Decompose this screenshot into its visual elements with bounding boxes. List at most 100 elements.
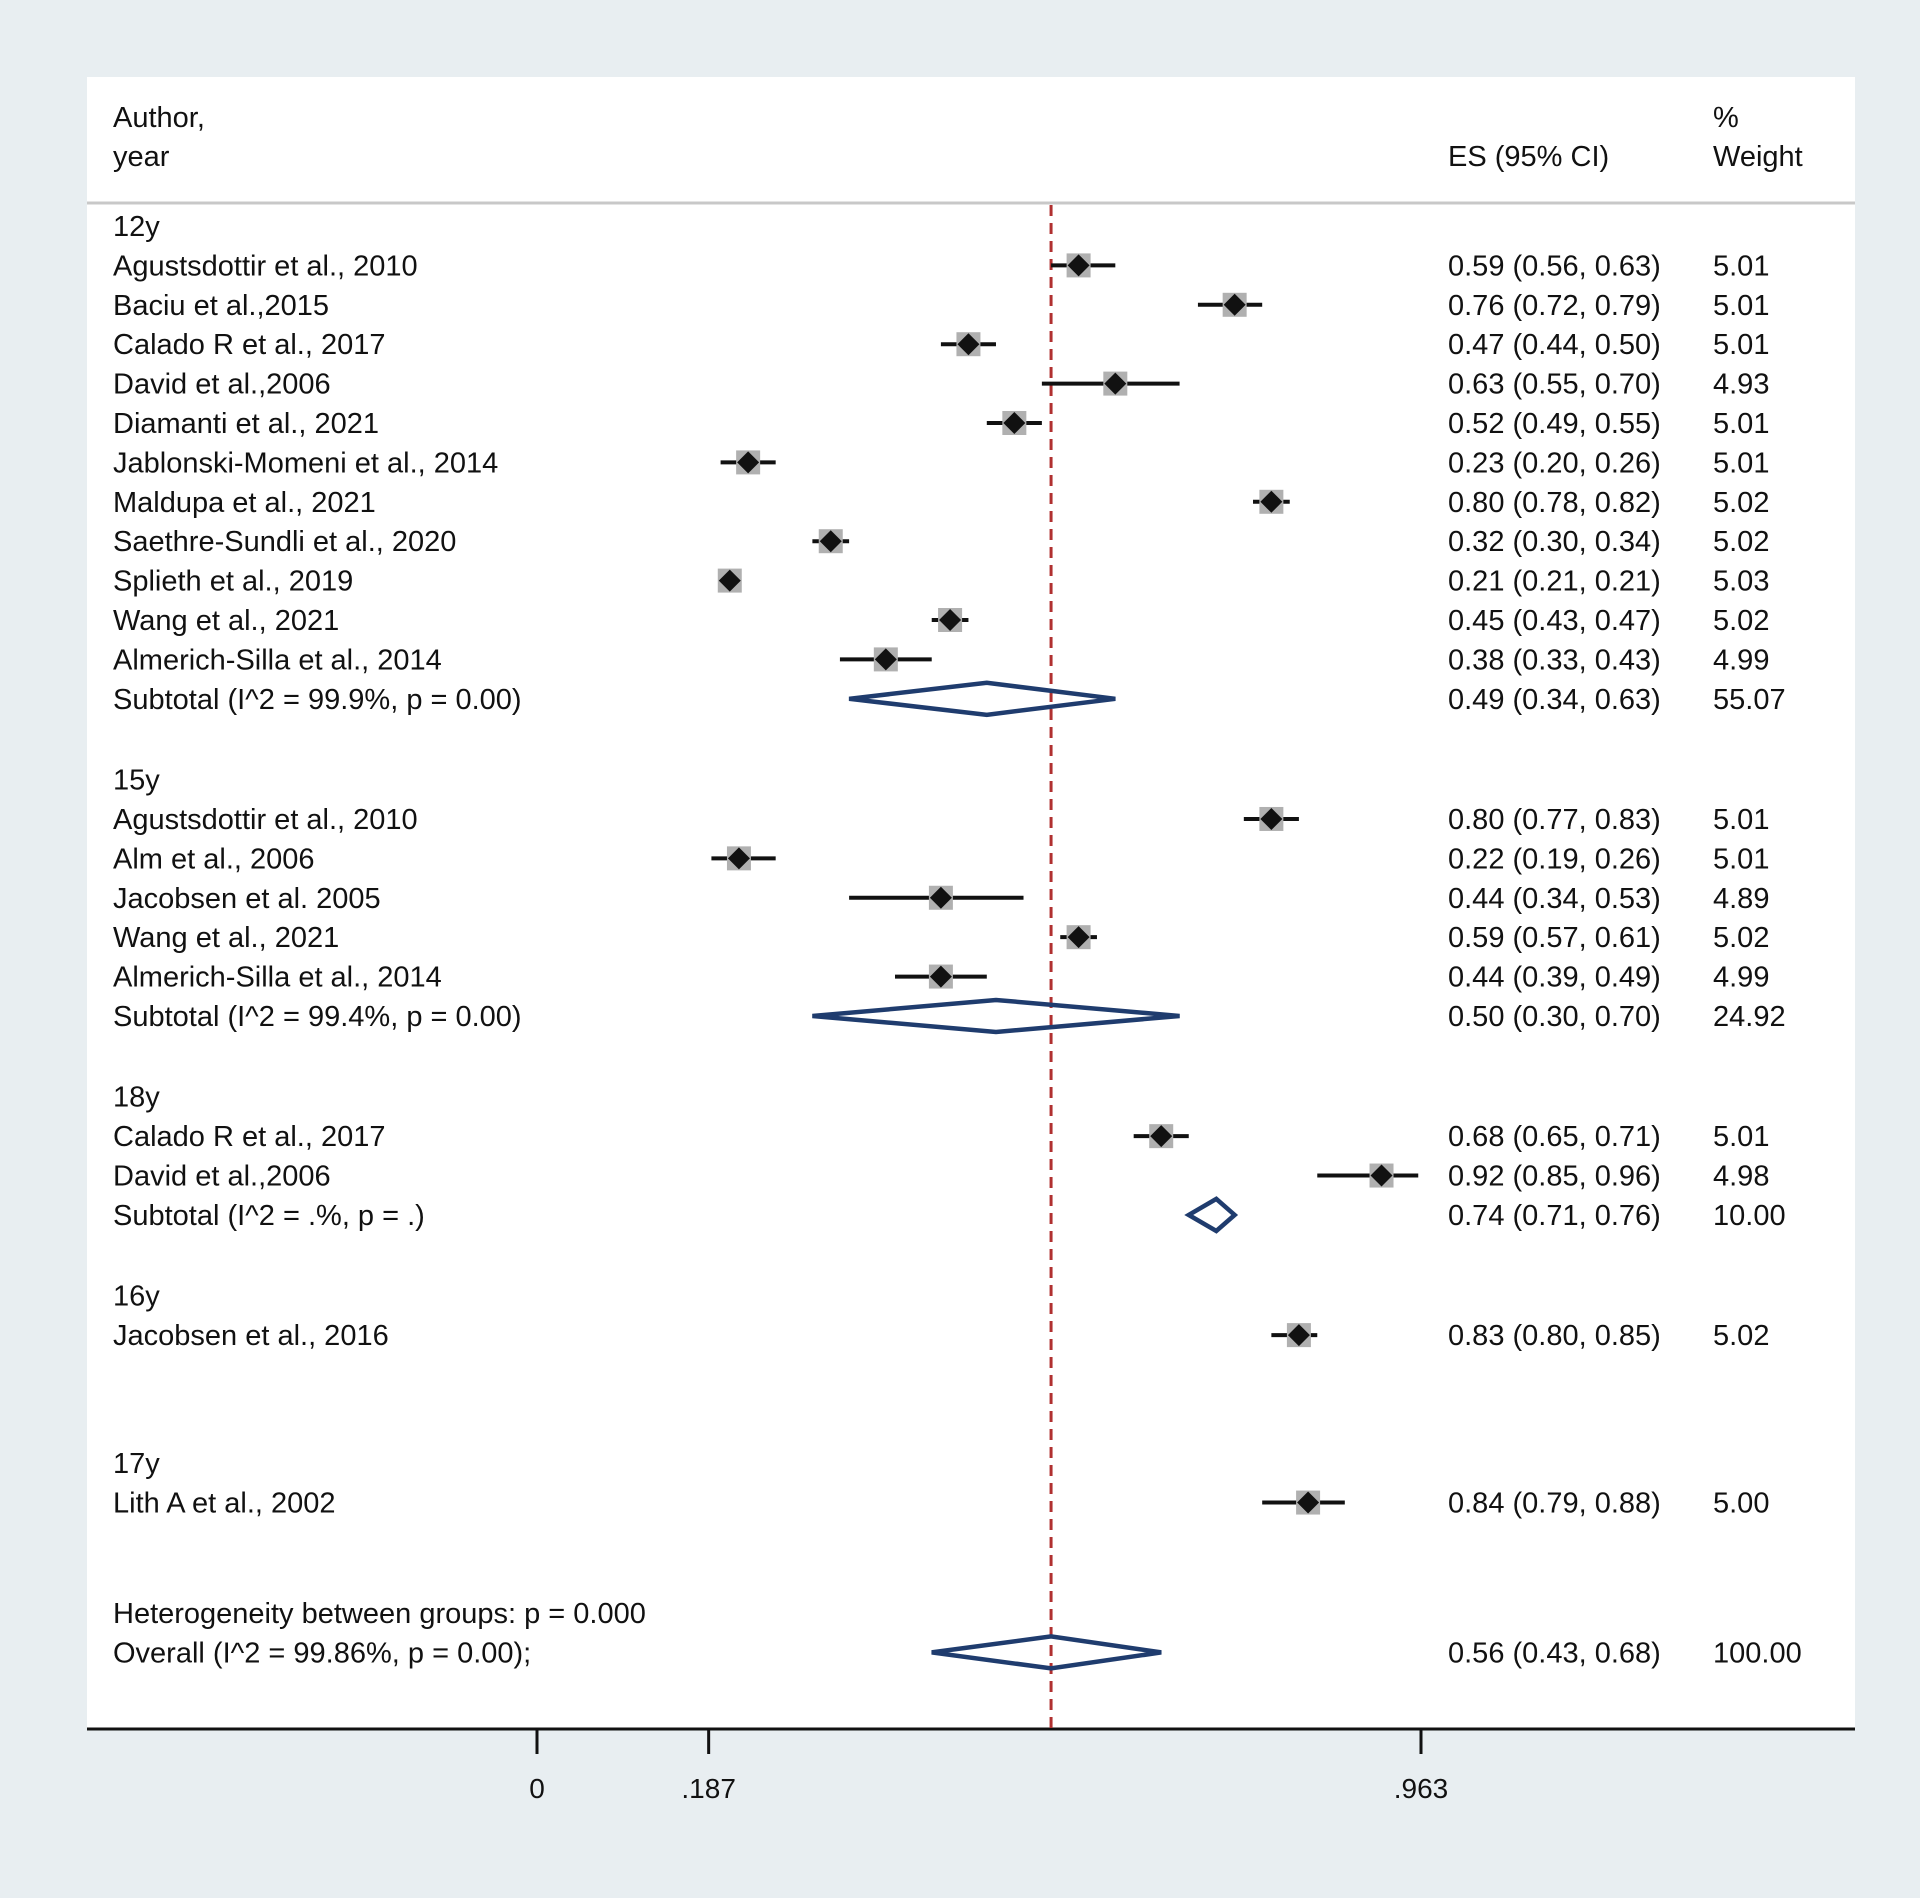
subtotal-label: Subtotal (I^2 = 99.9%, p = 0.00)	[113, 684, 522, 716]
point-estimate-marker	[929, 886, 952, 909]
point-estimate-marker	[939, 609, 962, 631]
study-es-text: 0.80 (0.77, 0.83)	[1448, 804, 1661, 836]
group-label: 12y	[113, 211, 160, 243]
subtotal-weight: 24.92	[1713, 1001, 1786, 1033]
point-estimate-marker	[1260, 490, 1283, 513]
header-study-line2: year	[113, 141, 170, 173]
study-name: Calado R et al., 2017	[113, 329, 385, 361]
point-estimate-marker	[1260, 807, 1283, 830]
study-row: Lith A et al., 2002 0.84 (0.79, 0.88) 5.00	[113, 1488, 1769, 1520]
study-row: Baciu et al.,2015 0.76 (0.72, 0.79) 5.01	[113, 290, 1769, 322]
overall-row: Overall (I^2 = 99.86%, p = 0.00); 0.56 (0…	[113, 1634, 1802, 1671]
point-estimate-marker	[718, 569, 741, 592]
study-name: David et al.,2006	[113, 1161, 331, 1193]
subtotal-row: Subtotal (I^2 = .%, p = .) 0.74 (0.71, 0.…	[113, 1196, 1786, 1234]
study-weight: 5.01	[1713, 329, 1769, 361]
study-weight: 4.99	[1713, 962, 1769, 994]
study-weight: 5.02	[1713, 487, 1769, 519]
study-weight: 5.00	[1713, 1488, 1769, 1520]
study-es-text: 0.52 (0.49, 0.55)	[1448, 408, 1661, 440]
point-estimate-marker	[727, 847, 750, 870]
study-row: Saethre-Sundli et al., 2020 0.32 (0.30, 0…	[113, 526, 1769, 558]
group-15y: 15y Agustsdottir et al., 2010 0.80 (0.77, …	[113, 765, 1786, 1035]
study-row: Calado R et al., 2017 0.68 (0.65, 0.71) 5.…	[113, 1121, 1769, 1153]
study-row: Wang et al., 2021 0.59 (0.57, 0.61) 5.02	[113, 922, 1769, 954]
study-es-text: 0.45 (0.43, 0.47)	[1448, 605, 1661, 637]
header-weight-line1: %	[1713, 102, 1739, 134]
point-estimate-marker	[737, 451, 760, 474]
study-weight: 4.98	[1713, 1161, 1769, 1193]
study-es-text: 0.68 (0.65, 0.71)	[1448, 1121, 1661, 1153]
summary-diamond	[812, 997, 1180, 1035]
study-row: Jacobsen et al., 2016 0.83 (0.80, 0.85) 5.…	[113, 1320, 1769, 1352]
x-tick-label: .963	[1394, 1773, 1449, 1804]
point-estimate-marker	[957, 333, 980, 356]
study-row: Agustsdottir et al., 2010 0.59 (0.56, 0.6…	[113, 250, 1769, 282]
group-18y: 18y Calado R et al., 2017 0.68 (0.65, 0.71…	[113, 1082, 1786, 1234]
study-name: Saethre-Sundli et al., 2020	[113, 526, 456, 558]
subtotal-es-text: 0.50 (0.30, 0.70)	[1448, 1001, 1661, 1033]
study-weight: 4.93	[1713, 369, 1769, 401]
study-es-text: 0.59 (0.57, 0.61)	[1448, 922, 1661, 954]
study-row: Agustsdottir et al., 2010 0.80 (0.77, 0.8…	[113, 804, 1769, 836]
study-weight: 4.89	[1713, 883, 1769, 915]
group-17y: 17y Lith A et al., 2002 0.84 (0.79, 0.88) 5…	[113, 1448, 1769, 1519]
study-es-text: 0.22 (0.19, 0.26)	[1448, 843, 1661, 875]
study-es-text: 0.21 (0.21, 0.21)	[1448, 566, 1661, 598]
study-weight: 5.01	[1713, 843, 1769, 875]
group-label: 16y	[113, 1281, 160, 1313]
point-estimate-marker	[1297, 1491, 1320, 1514]
study-name: Agustsdottir et al., 2010	[113, 804, 418, 836]
study-es-text: 0.83 (0.80, 0.85)	[1448, 1320, 1661, 1352]
study-name: Alm et al., 2006	[113, 843, 315, 875]
point-estimate-marker	[929, 965, 952, 988]
point-estimate-marker	[874, 648, 897, 671]
study-row: Almerich-Silla et al., 2014 0.44 (0.39, 0…	[113, 962, 1769, 994]
study-name: Almerich-Silla et al., 2014	[113, 644, 442, 676]
x-tick-label: 0	[529, 1773, 545, 1804]
study-es-text: 0.38 (0.33, 0.43)	[1448, 644, 1661, 676]
study-es-text: 0.32 (0.30, 0.34)	[1448, 526, 1661, 558]
study-es-text: 0.44 (0.39, 0.49)	[1448, 962, 1661, 994]
study-row: Maldupa et al., 2021 0.80 (0.78, 0.82) 5.0…	[113, 487, 1769, 519]
summary-diamond	[931, 1634, 1162, 1671]
study-row: Jacobsen et al. 2005 0.44 (0.34, 0.53) 4.8…	[113, 883, 1769, 915]
x-tick-label: .187	[681, 1773, 736, 1804]
point-estimate-marker	[1150, 1125, 1173, 1148]
subtotal-es-text: 0.49 (0.34, 0.63)	[1448, 684, 1661, 716]
study-name: Diamanti et al., 2021	[113, 408, 379, 440]
study-weight: 5.02	[1713, 526, 1769, 558]
point-estimate-marker	[1067, 254, 1090, 277]
study-name: Jablonski-Momeni et al., 2014	[113, 447, 498, 479]
group-label: 15y	[113, 765, 160, 797]
study-es-text: 0.47 (0.44, 0.50)	[1448, 329, 1661, 361]
study-name: Calado R et al., 2017	[113, 1121, 385, 1153]
study-row: Jablonski-Momeni et al., 2014 0.23 (0.20,…	[113, 447, 1769, 479]
study-name: Baciu et al.,2015	[113, 290, 329, 322]
study-weight: 5.02	[1713, 605, 1769, 637]
study-row: Wang et al., 2021 0.45 (0.43, 0.47) 5.02	[113, 605, 1769, 637]
overall-label: Overall (I^2 = 99.86%, p = 0.00);	[113, 1637, 531, 1669]
subtotal-row: Subtotal (I^2 = 99.9%, p = 0.00) 0.49 (0.…	[113, 680, 1786, 718]
study-name: David et al.,2006	[113, 369, 331, 401]
point-estimate-marker	[1223, 293, 1246, 316]
study-weight: 5.01	[1713, 804, 1769, 836]
study-es-text: 0.23 (0.20, 0.26)	[1448, 447, 1661, 479]
point-estimate-marker	[1104, 372, 1127, 395]
overall-es-text: 0.56 (0.43, 0.68)	[1448, 1637, 1661, 1669]
header-study-line1: Author,	[113, 102, 205, 134]
study-weight: 4.99	[1713, 644, 1769, 676]
study-row: David et al.,2006 0.92 (0.85, 0.96) 4.98	[113, 1161, 1769, 1193]
study-weight: 5.01	[1713, 290, 1769, 322]
study-weight: 5.01	[1713, 408, 1769, 440]
study-row: Almerich-Silla et al., 2014 0.38 (0.33, 0…	[113, 644, 1769, 676]
study-weight: 5.01	[1713, 447, 1769, 479]
summary-diamond	[1184, 1196, 1239, 1234]
point-estimate-marker	[819, 530, 842, 553]
study-row: Calado R et al., 2017 0.47 (0.44, 0.50) 5.…	[113, 329, 1769, 361]
study-es-text: 0.84 (0.79, 0.88)	[1448, 1488, 1661, 1520]
subtotal-es-text: 0.74 (0.71, 0.76)	[1448, 1200, 1661, 1232]
group-12y: 12y Agustsdottir et al., 2010 0.59 (0.56, …	[113, 211, 1786, 718]
point-estimate-marker	[1067, 926, 1090, 949]
